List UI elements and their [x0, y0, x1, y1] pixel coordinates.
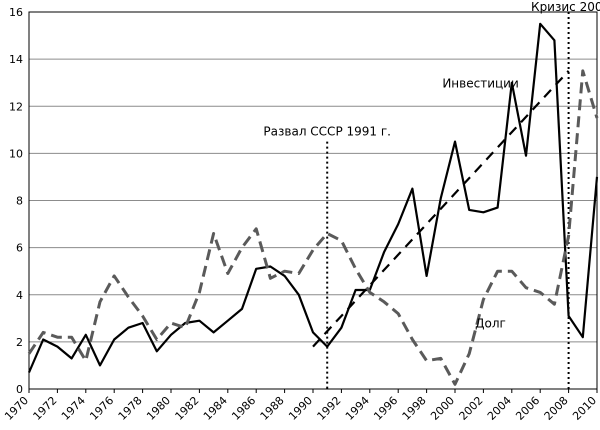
x-tick-label: 2002 [457, 394, 486, 423]
series-label: Долг [475, 317, 506, 331]
x-tick-label: 2008 [542, 394, 571, 423]
series-line [312, 70, 570, 348]
series-line [27, 69, 599, 386]
x-tick-label: 1996 [371, 394, 400, 423]
y-tick-label: 8 [16, 195, 23, 208]
x-tick-label: 1984 [201, 394, 230, 423]
y-tick-label: 10 [9, 147, 23, 160]
x-tick-label: 1994 [343, 394, 372, 423]
series-line [27, 22, 599, 373]
x-tick-label: 1988 [258, 394, 287, 423]
x-tick-label: 1974 [59, 394, 88, 423]
series-label: Инвестиции [442, 76, 518, 90]
x-tick-label: 1978 [116, 394, 145, 423]
x-tick-label: 2000 [428, 394, 457, 423]
event-label: Кризис 2008 [531, 0, 600, 14]
x-tick-label: 1990 [286, 394, 315, 423]
y-tick-label: 4 [16, 289, 23, 302]
series-group [27, 22, 599, 386]
y-tick-label: 14 [9, 53, 23, 66]
x-tick-label: 2006 [513, 394, 542, 423]
event-label: Развал СССР 1991 г. [263, 125, 391, 139]
x-tick-label: 2004 [485, 394, 514, 423]
x-tick-label: 1972 [31, 394, 60, 423]
x-tick-label: 1970 [2, 394, 31, 423]
x-tick-label: 1986 [229, 394, 258, 423]
event-lines [326, 12, 570, 389]
y-tick-label: 16 [9, 6, 23, 19]
y-tick-label: 12 [9, 100, 23, 113]
y-tick-label: 2 [16, 336, 23, 349]
x-tick-label: 1976 [87, 394, 116, 423]
annotation-labels: Развал СССР 1991 г. Кризис 2008 Инвестиции… [263, 0, 600, 331]
x-tick-label: 1992 [315, 394, 344, 423]
y-tick-label: 6 [16, 242, 23, 255]
x-tick-label: 1982 [173, 394, 202, 423]
x-tick-label: 1980 [144, 394, 173, 423]
x-tick-label: 1998 [400, 394, 429, 423]
y-tick-label: 0 [16, 383, 23, 396]
x-tick-label: 2010 [570, 394, 599, 423]
